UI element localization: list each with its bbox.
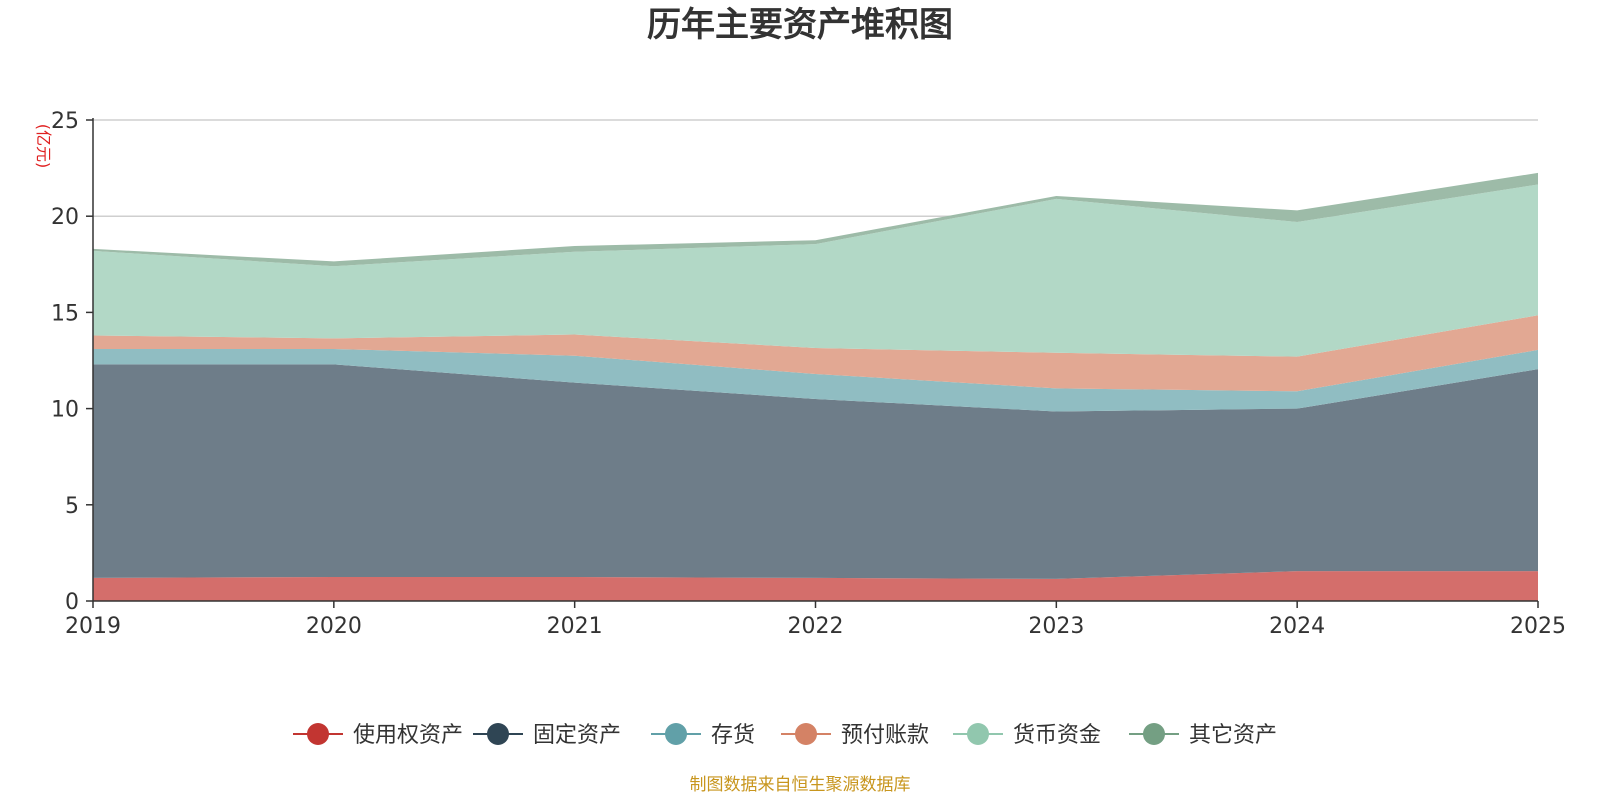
- area-series-5: [93, 172, 1538, 267]
- area-series-2: [93, 348, 1538, 412]
- legend-label: 使用权资产: [353, 723, 463, 748]
- legend-marker: [307, 723, 329, 745]
- legend-item-1[interactable]: 固定资产: [473, 723, 621, 748]
- legend-marker: [1143, 723, 1165, 745]
- legend-marker: [665, 723, 687, 745]
- legend-label: 固定资产: [533, 723, 621, 748]
- legend-label: 其它资产: [1189, 723, 1277, 748]
- legend-item-2[interactable]: 存货: [651, 723, 755, 748]
- area-series-3: [93, 315, 1538, 392]
- legend-marker: [795, 723, 817, 745]
- x-tick-label: 2023: [1028, 614, 1084, 639]
- legend-item-0[interactable]: 使用权资产: [293, 723, 463, 748]
- x-tick-label: 2022: [788, 614, 844, 639]
- y-tick-label: 20: [51, 205, 79, 230]
- y-tick-label: 5: [65, 494, 79, 519]
- area-series: [93, 172, 1538, 601]
- chart-title: 历年主要资产堆积图: [647, 5, 953, 45]
- x-tick-label: 2021: [547, 614, 603, 639]
- legend-marker: [967, 723, 989, 745]
- legend-item-5[interactable]: 其它资产: [1129, 723, 1277, 748]
- y-tick-label: 0: [65, 590, 79, 615]
- legend-item-4[interactable]: 货币资金: [953, 723, 1101, 748]
- x-tick-label: 2020: [306, 614, 362, 639]
- legend-marker: [487, 723, 509, 745]
- area-series-1: [93, 364, 1538, 579]
- y-tick-label: 10: [51, 398, 79, 423]
- x-tick-label: 2025: [1510, 614, 1566, 639]
- legend-label: 预付账款: [841, 723, 929, 748]
- area-series-4: [93, 184, 1538, 357]
- x-tick-label: 2024: [1269, 614, 1325, 639]
- x-tick-label: 2019: [65, 614, 121, 639]
- legend-label: 货币资金: [1013, 723, 1101, 748]
- y-tick-label: 25: [51, 109, 79, 134]
- y-tick-label: 15: [51, 301, 79, 326]
- data-source-note: 制图数据来自恒生聚源数据库: [690, 775, 911, 795]
- legend-item-3[interactable]: 预付账款: [781, 723, 929, 748]
- legend-label: 存货: [711, 723, 755, 748]
- legend[interactable]: 使用权资产 固定资产 存货 预付账款 货币资金 其它资产: [293, 723, 1277, 748]
- y-axis-unit-label: (亿元): [34, 124, 53, 169]
- area-series-0: [93, 571, 1538, 601]
